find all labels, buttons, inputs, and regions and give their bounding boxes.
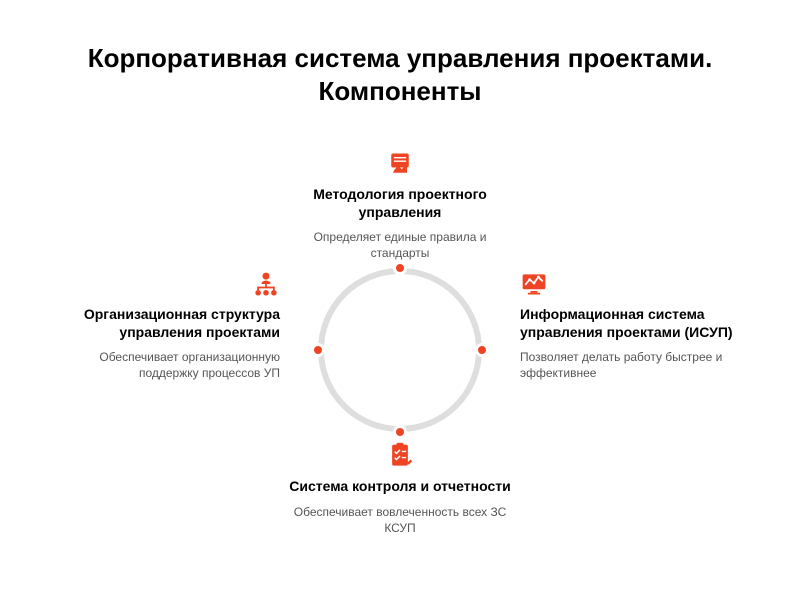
component-top: Методология проектного управления Опреде… — [290, 150, 510, 261]
diagram-ring — [318, 268, 482, 432]
component-desc: Обеспечивает организационную поддержку п… — [60, 349, 280, 381]
component-right: Информационная система управления проект… — [520, 270, 760, 381]
component-heading: Система контроля и отчетности — [280, 478, 520, 496]
analytics-monitor-icon — [520, 270, 760, 298]
checklist-icon — [280, 442, 520, 470]
component-left: Организационная структура управления про… — [60, 270, 280, 381]
component-desc: Определяет единые правила и стандарты — [290, 229, 510, 261]
org-tree-icon — [60, 270, 280, 298]
component-desc: Позволяет делать работу быстрее и эффект… — [520, 349, 760, 381]
book-hand-icon — [290, 150, 510, 178]
dot-left — [311, 343, 325, 357]
component-heading: Методология проектного управления — [290, 186, 510, 221]
circle-diagram: Методология проектного управления Опреде… — [0, 140, 800, 596]
component-bottom: Система контроля и отчетности Обеспечива… — [280, 442, 520, 536]
component-heading: Информационная система управления проект… — [520, 306, 760, 341]
page-title: Корпоративная система управления проекта… — [0, 0, 800, 107]
component-desc: Обеспечивает вовлеченность всех ЗС КСУП — [280, 504, 520, 536]
component-heading: Организационная структура управления про… — [60, 306, 280, 341]
dot-top — [393, 261, 407, 275]
dot-bottom — [393, 425, 407, 439]
dot-right — [475, 343, 489, 357]
